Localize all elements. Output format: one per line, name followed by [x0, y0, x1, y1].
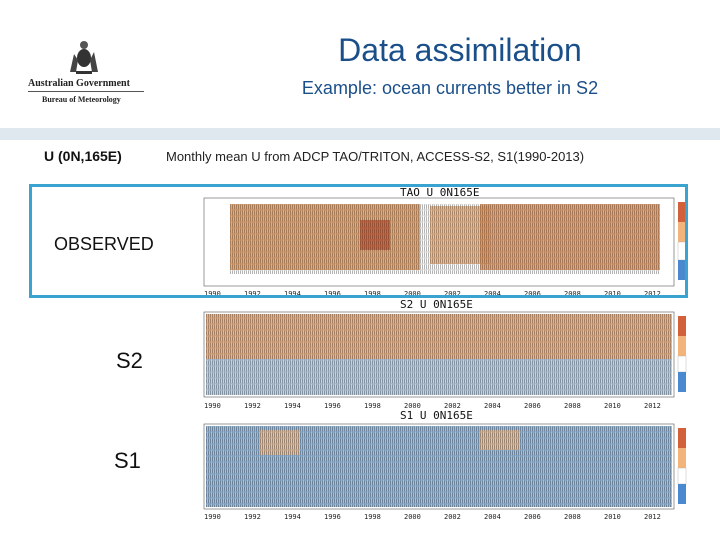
- year-tick-label: 2006: [524, 290, 541, 298]
- year-tick-label: 1990: [204, 513, 221, 521]
- year-tick-label: 2012: [644, 290, 661, 298]
- header-band: [0, 128, 720, 140]
- coat-of-arms-icon: [70, 41, 98, 74]
- year-tick-label: 2008: [564, 402, 581, 410]
- year-tick-label: 1994: [284, 290, 301, 298]
- year-axis-s2: 1990 1992 1994 1996 1998 2000 2002 2004 2006 2008…: [204, 402, 664, 412]
- panel-title-s2: S2 U 0N165E: [400, 298, 473, 311]
- year-tick-label: 1992: [244, 290, 261, 298]
- year-tick-label: 2002: [444, 290, 461, 298]
- year-axis-s1: 1990 1992 1994 1996 1998 2000 2002 2004 2006 2008…: [204, 513, 664, 523]
- year-tick-label: 2000: [404, 402, 421, 410]
- year-tick-label: 1992: [244, 402, 261, 410]
- location-label: U (0N,165E): [44, 148, 122, 164]
- year-tick-label: 2012: [644, 402, 661, 410]
- panel-title-observed: TAO U 0N165E: [400, 186, 480, 199]
- year-tick-label: 1996: [324, 513, 341, 521]
- observed-highlight-box: [29, 184, 688, 298]
- year-axis-observed: 1990 1992 1994 1996 1998 2000 2002 2004 2006 2008…: [204, 290, 664, 300]
- panel-title-s1: S1 U 0N165E: [400, 409, 473, 422]
- year-tick-label: 2002: [444, 513, 461, 521]
- year-tick-label: 1998: [364, 402, 381, 410]
- year-tick-label: 1998: [364, 290, 381, 298]
- year-tick-label: 2006: [524, 402, 541, 410]
- colorbar-s2: [677, 316, 687, 392]
- logo-line-bureau: Bureau of Meteorology: [42, 95, 121, 104]
- plot-s1: [203, 423, 675, 510]
- year-tick-label: 2002: [444, 402, 461, 410]
- year-tick-label: 2010: [604, 402, 621, 410]
- year-tick-label: 2004: [484, 290, 501, 298]
- year-tick-label: 2008: [564, 513, 581, 521]
- year-tick-label: 1996: [324, 402, 341, 410]
- logo-divider: [28, 91, 144, 92]
- year-tick-label: 1998: [364, 513, 381, 521]
- label-s2: S2: [116, 348, 143, 373]
- plot-s2: [203, 311, 675, 398]
- year-tick-label: 1992: [244, 513, 261, 521]
- colorbar-s1: [677, 428, 687, 504]
- year-tick-label: 2006: [524, 513, 541, 521]
- logo-line-government: Australian Government: [28, 78, 130, 89]
- year-tick-label: 2010: [604, 290, 621, 298]
- label-s1: S1: [114, 448, 141, 473]
- year-tick-label: 2004: [484, 402, 501, 410]
- label-observed: OBSERVED: [54, 234, 154, 254]
- year-tick-label: 2008: [564, 290, 581, 298]
- page-title: Data assimilation: [338, 32, 582, 68]
- plot-observed: [203, 197, 675, 287]
- year-tick-label: 1990: [204, 402, 221, 410]
- page-subtitle: Example: ocean currents better in S2: [301, 78, 599, 98]
- year-tick-label: 1994: [284, 402, 301, 410]
- year-tick-label: 2000: [404, 290, 421, 298]
- bom-logo: Australian Government Bureau of Meteorol…: [28, 38, 144, 110]
- figure-caption: Monthly mean U from ADCP TAO/TRITON, ACC…: [166, 149, 585, 164]
- year-tick-label: 2004: [484, 513, 501, 521]
- year-tick-label: 1994: [284, 513, 301, 521]
- year-tick-label: 2010: [604, 513, 621, 521]
- year-tick-label: 1990: [204, 290, 221, 298]
- year-tick-label: 2012: [644, 513, 661, 521]
- year-tick-label: 1996: [324, 290, 341, 298]
- year-tick-label: 2000: [404, 513, 421, 521]
